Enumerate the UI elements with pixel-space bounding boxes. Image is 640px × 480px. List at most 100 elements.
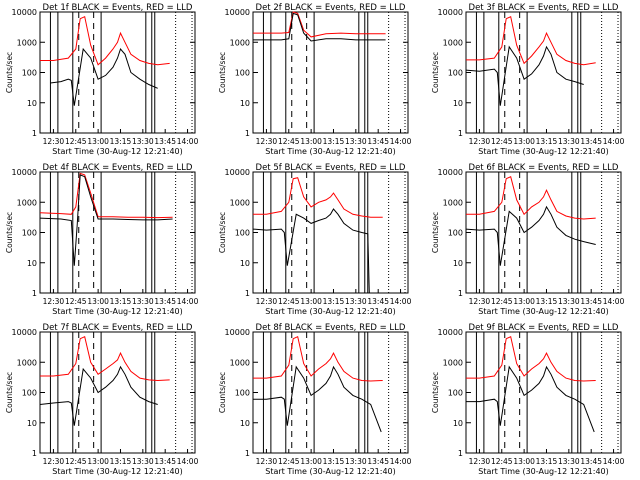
chart-title: Det 5f BLACK = Events, RED = LLD: [256, 163, 406, 173]
x-axis-label: Start Time (30-Aug-12 12:21:40): [52, 147, 183, 156]
chart-panel: 1 10 100 1000 10000 12:30 12:45 13:00 13:15 13:30…: [431, 3, 625, 156]
y-axis-label: Counts/sec: [218, 52, 227, 93]
x-tick-label: 13:30: [345, 297, 367, 306]
y-tick-label: 1: [32, 449, 37, 458]
chart-title: Det 1f BLACK = Events, RED = LLD: [43, 3, 193, 13]
y-tick-label: 10: [240, 259, 250, 268]
y-tick-label: 10: [27, 419, 37, 428]
y-tick-label: 1: [32, 129, 37, 138]
x-tick-label: 13:45: [367, 457, 389, 466]
x-tick-label: 13:15: [323, 297, 345, 306]
x-tick-label: 12:45: [491, 137, 513, 146]
series-line-lld: [253, 177, 383, 218]
y-tick-label: 100: [448, 229, 463, 238]
x-tick-label: 13:15: [110, 297, 132, 306]
chart-panel: 1 10 100 1000 10000 12:30 12:45 13:00 13:15 13:30…: [218, 3, 412, 156]
x-tick-label: 13:00: [87, 297, 109, 306]
x-axis-label: Start Time (30-Aug-12 12:21:40): [52, 467, 183, 476]
x-tick-label: 13:45: [154, 137, 176, 146]
x-tick-label: 14:00: [390, 457, 412, 466]
chart-panel: 1 10 100 1000 10000 12:30 12:45 13:00 13:15 13:30…: [431, 163, 625, 316]
x-tick-label: 13:15: [536, 457, 558, 466]
y-axis-label: Counts/sec: [5, 212, 14, 253]
series-line-lld: [39, 172, 173, 219]
y-axis-label: Counts/sec: [431, 52, 440, 93]
y-tick-label: 100: [22, 69, 37, 78]
y-axis-label: Counts/sec: [5, 52, 14, 93]
x-tick-label: 12:45: [65, 137, 87, 146]
y-tick-label: 1: [245, 129, 250, 138]
chart-title: Det 8f BLACK = Events, RED = LLD: [256, 323, 406, 333]
x-tick-label: 13:00: [300, 297, 322, 306]
x-tick-label: 13:00: [300, 457, 322, 466]
x-axis-label: Start Time (30-Aug-12 12:21:40): [265, 147, 396, 156]
x-tick-label: 12:45: [491, 297, 513, 306]
x-tick-label: 14:00: [603, 137, 625, 146]
series-line-events: [39, 365, 158, 426]
x-tick-label: 13:30: [132, 297, 154, 306]
x-tick-label: 13:45: [154, 297, 176, 306]
y-tick-label: 100: [235, 69, 250, 78]
y-tick-label: 10000: [438, 328, 463, 337]
x-axis-label: Start Time (30-Aug-12 12:21:40): [265, 467, 396, 476]
y-tick-label: 10000: [438, 8, 463, 17]
x-tick-label: 13:30: [558, 297, 580, 306]
y-axis-label: Counts/sec: [5, 372, 14, 413]
x-tick-label: 13:30: [558, 137, 580, 146]
chart-panel: 1 10 100 1000 10000 12:30 12:45 13:00 13:15 13:30…: [5, 323, 199, 476]
chart-panel: 1 10 100 1000 10000 12:30 12:45 13:00 13:15 13:30…: [5, 163, 199, 316]
y-tick-label: 100: [235, 389, 250, 398]
plot-frame: [252, 331, 409, 454]
plot-frame: [465, 171, 622, 294]
plot-frame: [252, 171, 409, 294]
x-axis-label: Start Time (30-Aug-12 12:21:40): [478, 467, 609, 476]
x-tick-label: 12:30: [43, 457, 65, 466]
chart-title: Det 7f BLACK = Events, RED = LLD: [43, 323, 193, 333]
y-axis-label: Counts/sec: [218, 372, 227, 413]
y-tick-label: 1000: [230, 198, 250, 207]
y-tick-label: 1: [458, 289, 463, 298]
y-tick-label: 1: [32, 289, 37, 298]
y-tick-label: 1000: [443, 198, 463, 207]
x-tick-label: 13:15: [536, 297, 558, 306]
x-tick-label: 13:45: [367, 137, 389, 146]
x-tick-label: 13:00: [87, 137, 109, 146]
y-tick-label: 1: [245, 289, 250, 298]
x-tick-label: 13:15: [323, 457, 345, 466]
x-tick-label: 13:30: [558, 457, 580, 466]
x-tick-label: 12:45: [278, 297, 300, 306]
y-axis-label: Counts/sec: [431, 372, 440, 413]
y-tick-label: 100: [235, 229, 250, 238]
x-tick-label: 14:00: [390, 297, 412, 306]
x-tick-label: 13:15: [536, 137, 558, 146]
x-tick-label: 12:30: [469, 137, 491, 146]
series-line-events: [253, 12, 386, 42]
x-tick-label: 12:30: [256, 457, 278, 466]
x-axis-label: Start Time (30-Aug-12 12:21:40): [478, 147, 609, 156]
plot-frame: [465, 331, 622, 454]
x-tick-label: 13:45: [580, 297, 602, 306]
x-tick-label: 14:00: [390, 137, 412, 146]
x-tick-label: 13:30: [132, 457, 154, 466]
y-tick-label: 10: [453, 419, 463, 428]
x-tick-label: 12:45: [491, 457, 513, 466]
series-line-lld: [253, 335, 383, 382]
x-tick-label: 14:00: [603, 457, 625, 466]
x-tick-label: 14:00: [177, 457, 199, 466]
x-tick-label: 13:15: [110, 457, 132, 466]
series-line-events: [465, 205, 596, 266]
x-axis-label: Start Time (30-Aug-12 12:21:40): [478, 307, 609, 316]
x-tick-label: 13:00: [87, 457, 109, 466]
series-line-lld: [466, 15, 596, 66]
y-tick-label: 1000: [230, 358, 250, 367]
series-line-lld: [466, 176, 596, 220]
series-line-lld: [40, 15, 170, 66]
x-tick-label: 13:00: [513, 297, 535, 306]
x-tick-label: 13:00: [300, 137, 322, 146]
chart-title: Det 9f BLACK = Events, RED = LLD: [469, 323, 619, 333]
x-tick-label: 13:45: [580, 137, 602, 146]
y-axis-label: Counts/sec: [431, 212, 440, 253]
x-tick-label: 12:45: [278, 137, 300, 146]
y-tick-label: 100: [22, 389, 37, 398]
x-tick-label: 13:00: [513, 137, 535, 146]
